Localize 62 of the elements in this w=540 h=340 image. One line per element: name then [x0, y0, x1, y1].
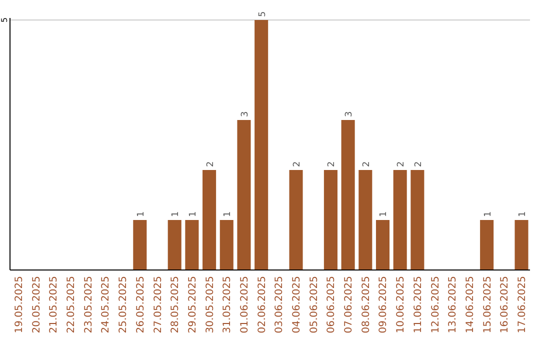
data-label: 5 — [258, 11, 268, 17]
data-label: 2 — [414, 161, 424, 167]
bar — [254, 20, 268, 270]
data-label: 1 — [171, 211, 182, 217]
bar — [289, 170, 303, 270]
x-tick-label: 15.06.2025 — [482, 276, 494, 334]
data-label: 2 — [327, 161, 338, 167]
data-label: 1 — [483, 211, 494, 217]
x-tick-label: 10.06.2025 — [396, 276, 407, 334]
x-tick-label: 16.06.2025 — [500, 276, 511, 334]
bar — [514, 220, 528, 270]
x-tick-label: 29.05.2025 — [187, 276, 198, 334]
x-tick-label: 13.06.2025 — [448, 276, 459, 334]
x-tick-label: 30.05.2025 — [204, 276, 216, 334]
x-tick-label: 31.05.2025 — [222, 276, 234, 334]
bar — [133, 220, 147, 270]
bar — [480, 220, 494, 270]
x-tick-label: 06.06.2025 — [326, 276, 338, 334]
x-tick-label: 04.06.2025 — [292, 276, 303, 334]
x-tick-label: 24.05.2025 — [100, 276, 112, 334]
x-tick-label: 11.06.2025 — [412, 276, 424, 334]
x-tick-label: 22.05.2025 — [66, 276, 78, 334]
data-label: 2 — [206, 161, 216, 167]
bar — [393, 170, 407, 270]
data-label: 2 — [396, 161, 407, 167]
data-label: 2 — [292, 161, 303, 167]
data-label: 1 — [223, 211, 234, 217]
data-label: 1 — [379, 211, 390, 217]
x-tick-label: 17.06.2025 — [517, 276, 528, 334]
x-tick-label: 25.05.2025 — [118, 276, 130, 334]
x-tick-label: 28.05.2025 — [170, 276, 182, 334]
bar — [185, 220, 199, 270]
x-tick-label: 12.06.2025 — [430, 276, 442, 334]
x-tick-label: 03.06.2025 — [274, 276, 286, 334]
x-tick-label: 20.05.2025 — [31, 276, 42, 334]
x-tick-label: 05.06.2025 — [308, 276, 320, 334]
bar — [410, 170, 424, 270]
x-tick-label: 09.06.2025 — [378, 276, 390, 334]
bar — [358, 170, 372, 270]
data-label: 2 — [362, 161, 372, 167]
data-label: 3 — [344, 111, 355, 117]
x-tick-label: 21.05.2025 — [48, 276, 60, 334]
bar — [324, 170, 338, 270]
bar — [202, 170, 216, 270]
data-label: 1 — [136, 211, 146, 217]
x-tick-label: 01.06.2025 — [239, 276, 250, 334]
x-tick-label: 26.05.2025 — [135, 276, 146, 334]
x-tick-label: 02.06.2025 — [256, 276, 268, 334]
x-tick-label: 07.06.2025 — [344, 276, 355, 334]
bar — [341, 120, 355, 270]
x-tick-label: 14.06.2025 — [464, 276, 476, 334]
bar — [168, 220, 182, 270]
bar — [237, 120, 251, 270]
bar — [220, 220, 234, 270]
data-label: 1 — [188, 211, 198, 217]
x-tick-label: 27.05.2025 — [152, 276, 164, 334]
x-tick-label: 19.05.2025 — [14, 276, 25, 334]
x-tick-label: 23.05.2025 — [83, 276, 94, 334]
bar — [376, 220, 390, 270]
x-tick-label: 08.06.2025 — [360, 276, 372, 334]
data-label: 1 — [518, 211, 528, 217]
data-label: 3 — [240, 111, 250, 117]
